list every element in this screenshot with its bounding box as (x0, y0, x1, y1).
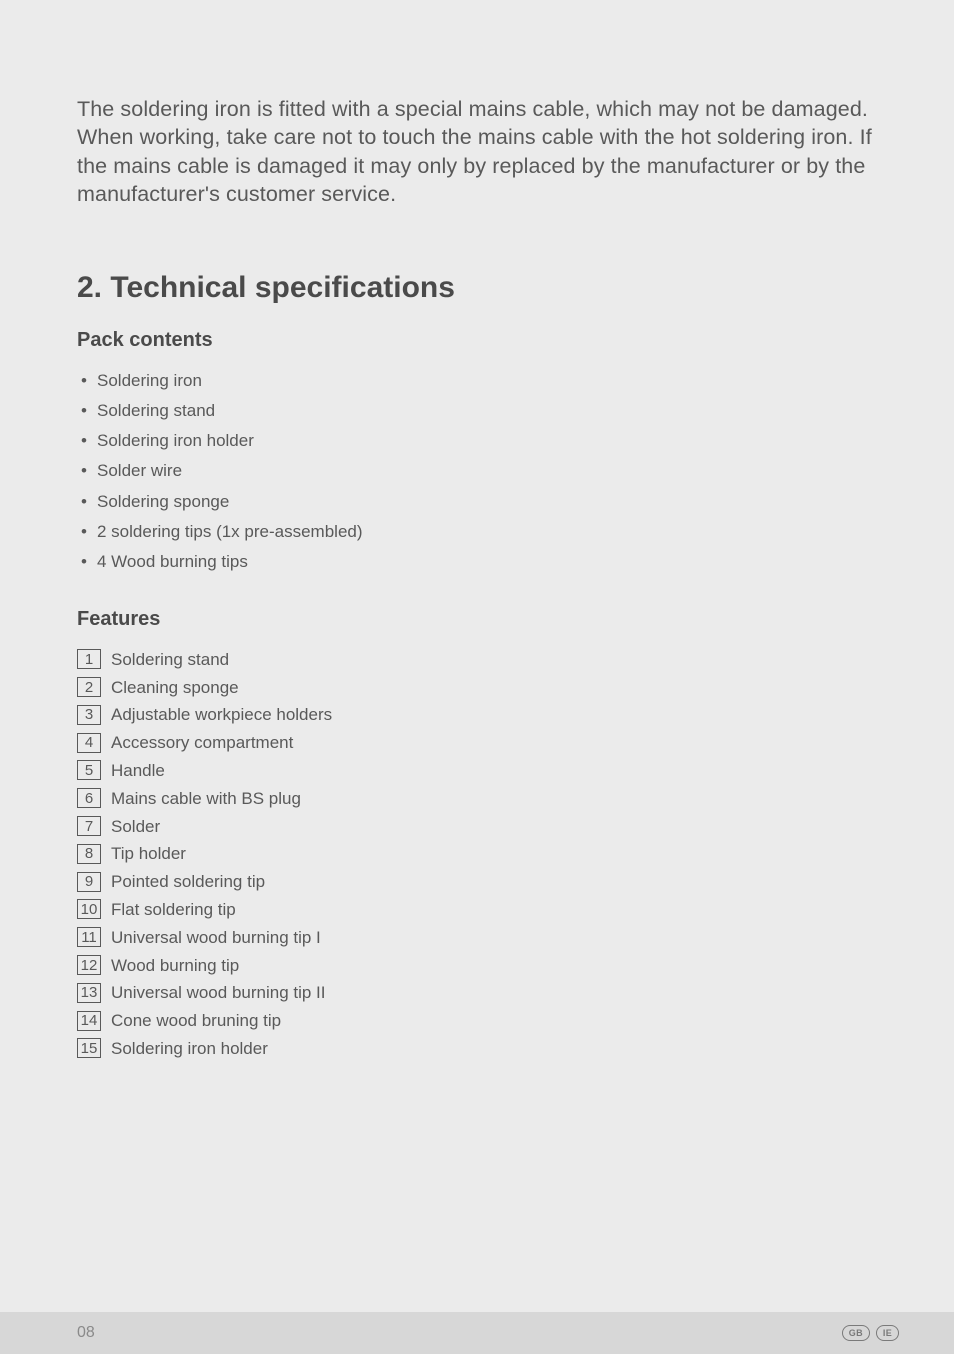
list-item: 5 Handle (77, 760, 877, 780)
feature-label: Tip holder (111, 845, 186, 862)
feature-number: 1 (77, 649, 101, 669)
list-item: 11 Universal wood burning tip I (77, 927, 877, 947)
locale-badge-gb: GB (842, 1325, 870, 1341)
feature-number: 15 (77, 1038, 101, 1058)
feature-label: Flat soldering tip (111, 901, 236, 918)
feature-label: Accessory compartment (111, 734, 293, 751)
feature-number: 10 (77, 899, 101, 919)
list-item: 8 Tip holder (77, 844, 877, 864)
page-number: 08 (77, 1324, 95, 1342)
intro-paragraph: The soldering iron is fitted with a spec… (77, 95, 877, 209)
locale-badge-ie: IE (876, 1325, 899, 1341)
features-list: 1 Soldering stand 2 Cleaning sponge 3 Adjus… (77, 649, 877, 1058)
feature-number: 14 (77, 1011, 101, 1031)
list-item: 4 Wood burning tips (77, 551, 877, 572)
list-item: 14 Cone wood bruning tip (77, 1011, 877, 1031)
feature-label: Universal wood burning tip I (111, 929, 321, 946)
feature-label: Wood burning tip (111, 957, 239, 974)
feature-number: 11 (77, 927, 101, 947)
feature-number: 2 (77, 677, 101, 697)
features-heading: Features (77, 608, 877, 631)
list-item: 9 Pointed soldering tip (77, 872, 877, 892)
list-item: 2 soldering tips (1x pre-assembled) (77, 521, 877, 542)
list-item: 1 Soldering stand (77, 649, 877, 669)
feature-number: 4 (77, 733, 101, 753)
list-item: 3 Adjustable workpiece holders (77, 705, 877, 725)
list-item: Solder wire (77, 460, 877, 481)
feature-number: 13 (77, 983, 101, 1003)
feature-number: 6 (77, 788, 101, 808)
list-item: 13 Universal wood burning tip II (77, 983, 877, 1003)
list-item: Soldering stand (77, 400, 877, 421)
list-item: 7 Solder (77, 816, 877, 836)
feature-number: 3 (77, 705, 101, 725)
feature-label: Adjustable workpiece holders (111, 706, 332, 723)
section-heading: 2. Technical specifications (77, 271, 877, 305)
list-item: 15 Soldering iron holder (77, 1038, 877, 1058)
feature-number: 8 (77, 844, 101, 864)
pack-contents-list: Soldering iron Soldering stand Soldering… (77, 370, 877, 573)
list-item: Soldering iron (77, 370, 877, 391)
feature-label: Cleaning sponge (111, 679, 239, 696)
list-item: 4 Accessory compartment (77, 733, 877, 753)
locale-badges: GB IE (842, 1325, 899, 1341)
list-item: Soldering iron holder (77, 430, 877, 451)
list-item: 12 Wood burning tip (77, 955, 877, 975)
feature-label: Solder (111, 818, 160, 835)
page-footer: 08 GB IE (0, 1312, 954, 1354)
feature-label: Universal wood burning tip II (111, 984, 326, 1001)
feature-label: Cone wood bruning tip (111, 1012, 281, 1029)
feature-label: Pointed soldering tip (111, 873, 265, 890)
pack-contents-heading: Pack contents (77, 329, 877, 352)
feature-number: 12 (77, 955, 101, 975)
list-item: 10 Flat soldering tip (77, 899, 877, 919)
feature-label: Soldering stand (111, 651, 229, 668)
list-item: 6 Mains cable with BS plug (77, 788, 877, 808)
list-item: Soldering sponge (77, 491, 877, 512)
feature-label: Soldering iron holder (111, 1040, 268, 1057)
feature-number: 7 (77, 816, 101, 836)
feature-label: Mains cable with BS plug (111, 790, 301, 807)
feature-number: 9 (77, 872, 101, 892)
list-item: 2 Cleaning sponge (77, 677, 877, 697)
feature-number: 5 (77, 760, 101, 780)
feature-label: Handle (111, 762, 165, 779)
